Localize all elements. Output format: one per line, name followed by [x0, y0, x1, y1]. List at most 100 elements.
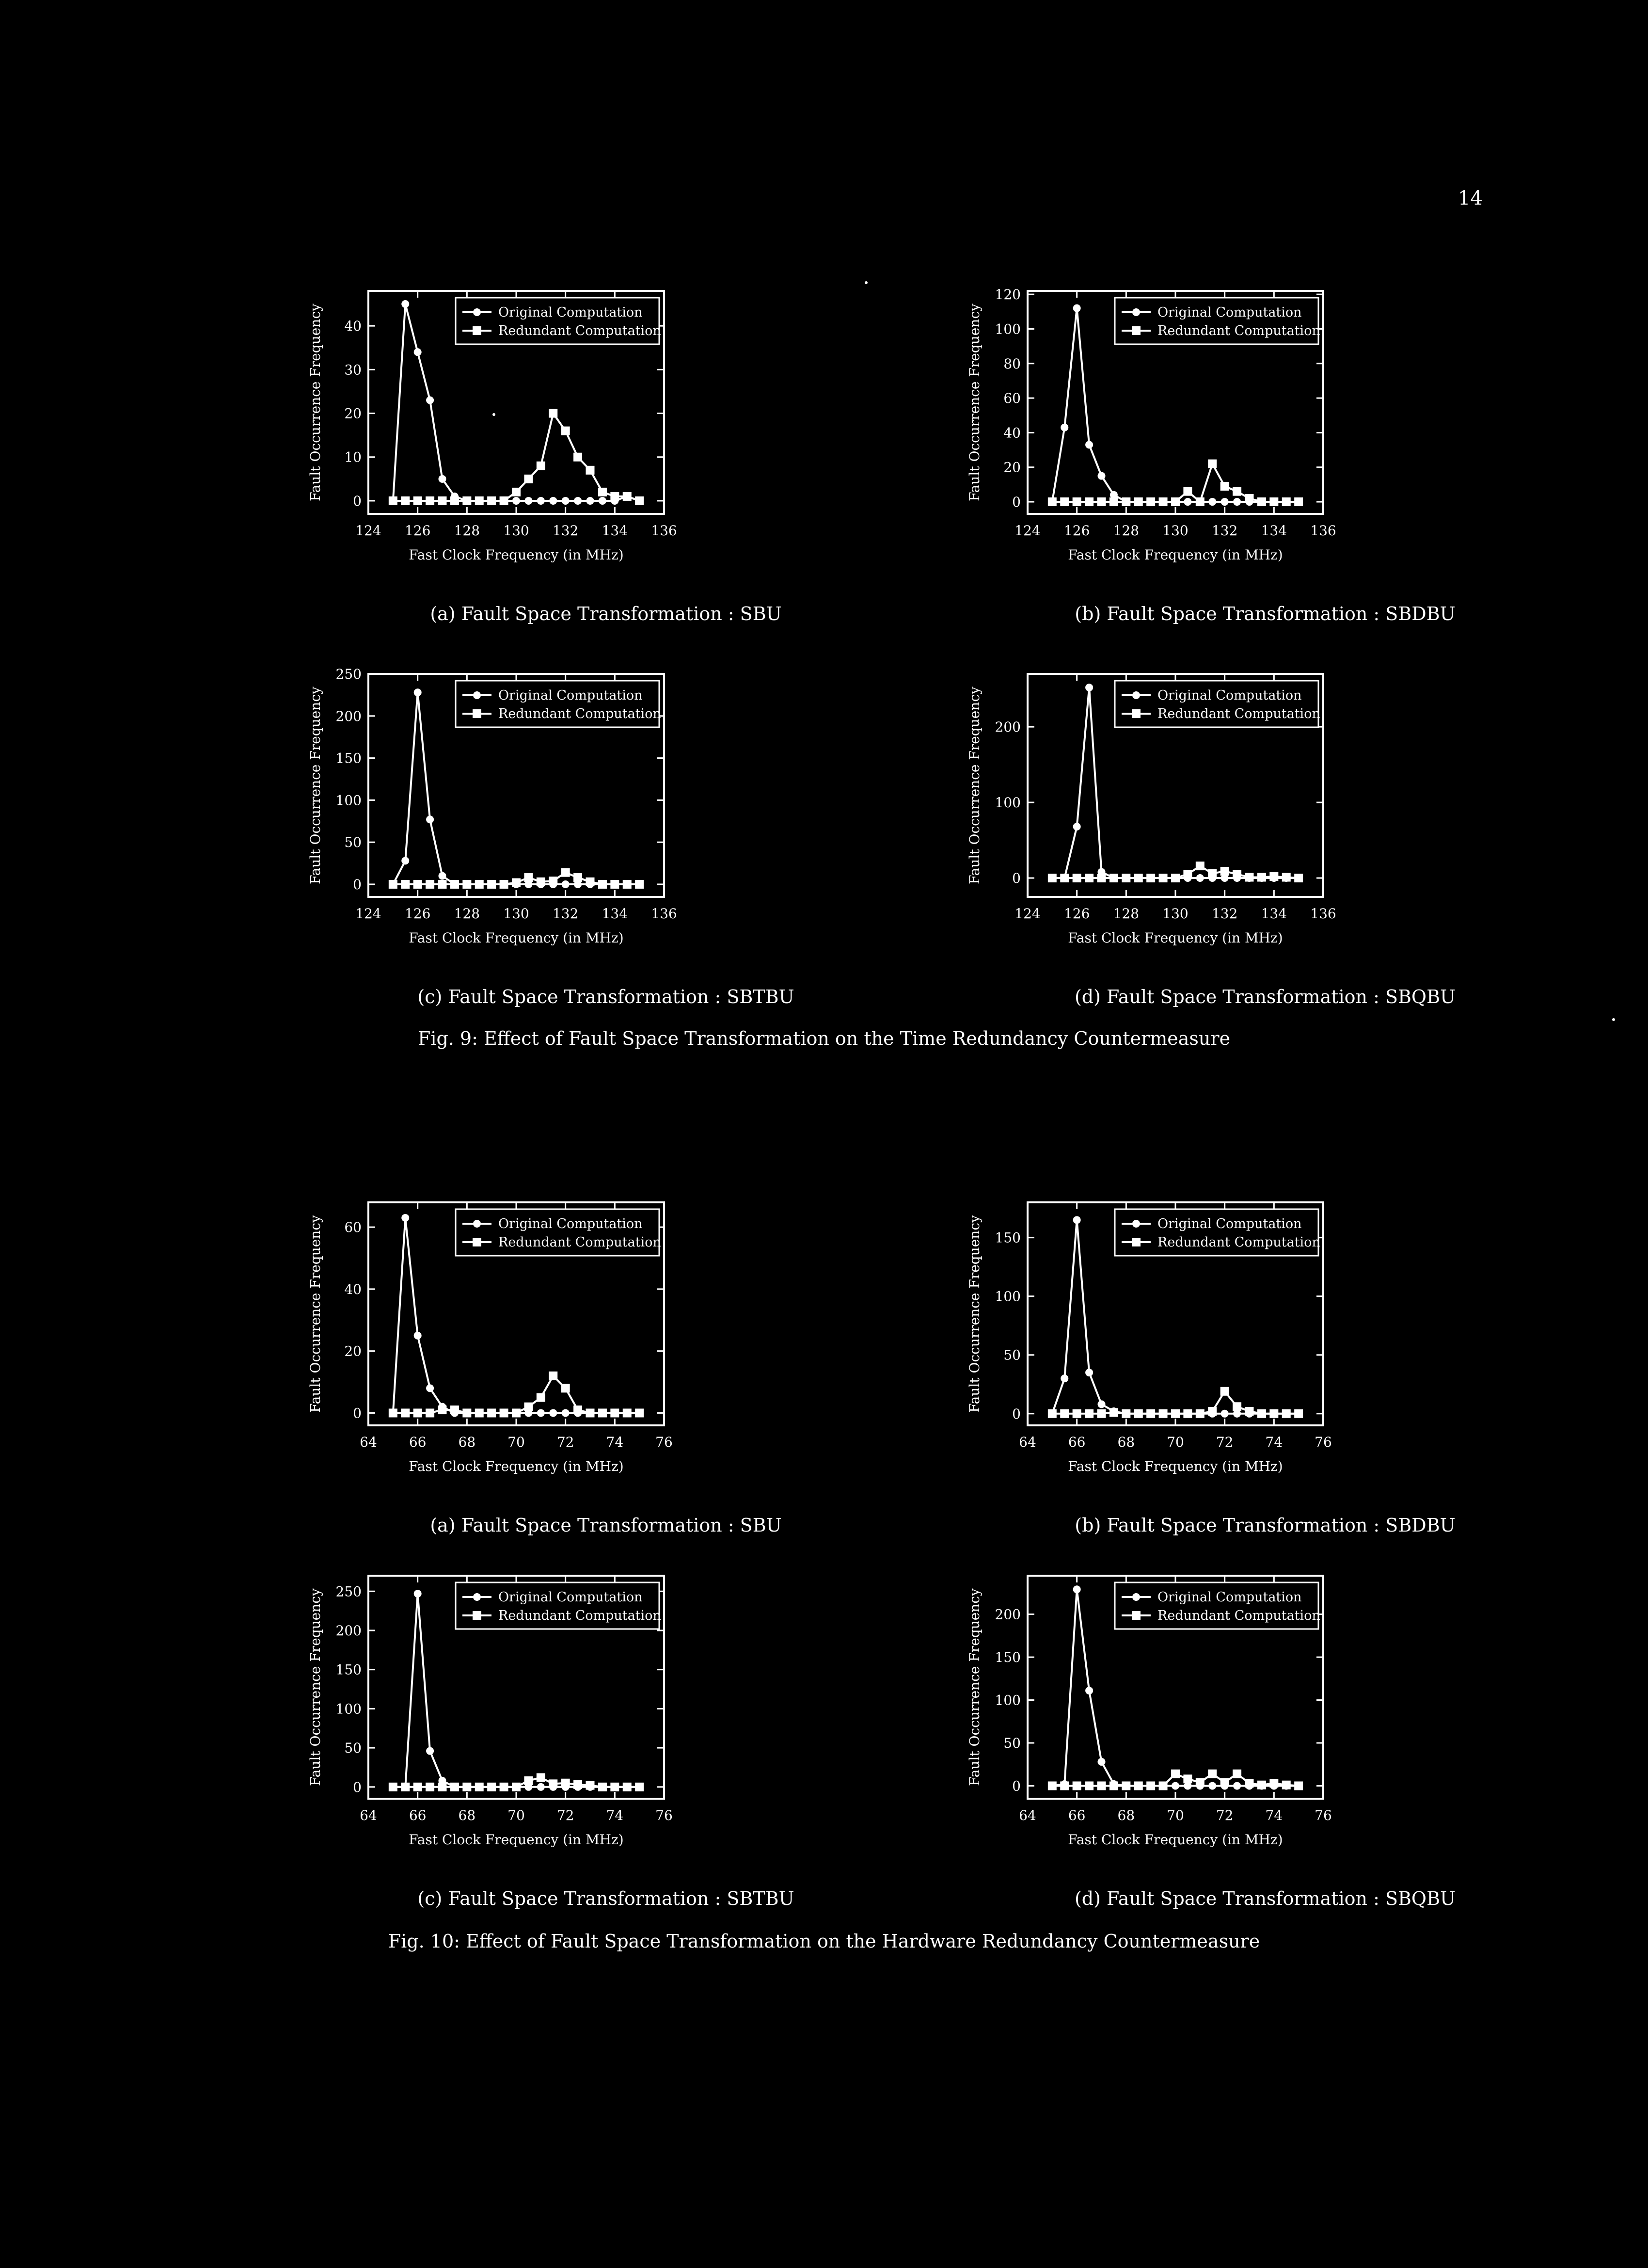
data-point-redundant	[475, 1782, 484, 1791]
data-point-redundant	[635, 879, 644, 889]
legend-marker-square	[473, 709, 481, 718]
y-tick-label: 0	[353, 1405, 362, 1421]
page-number: 14	[1458, 187, 1483, 209]
legend-marker-circle	[473, 308, 481, 316]
data-point-redundant	[512, 487, 521, 496]
x-tick-label: 76	[1315, 1434, 1332, 1450]
data-point-redundant	[536, 461, 545, 470]
y-tick-label: 20	[1003, 460, 1021, 476]
legend-box	[455, 297, 660, 345]
data-point-redundant	[524, 474, 533, 483]
data-point-redundant	[1257, 873, 1266, 882]
legend-box	[1114, 1581, 1319, 1630]
chart-svg: 124 126 128 130 132 134 136 0 20 40 60 80 100 120 Fast…	[967, 287, 1336, 563]
x-tick-label: 136	[1310, 906, 1336, 922]
series-line-redundant	[1052, 461, 1299, 504]
figure-caption-fig9: Fig. 9: Effect of Fault Space Transforma…	[417, 1028, 1231, 1049]
data-point-redundant	[610, 492, 619, 501]
data-point-redundant	[499, 879, 508, 889]
data-point-redundant	[1233, 870, 1242, 879]
x-tick-label: 70	[507, 1807, 525, 1823]
data-point-redundant	[462, 879, 472, 889]
y-tick-label: 0	[1012, 1406, 1021, 1422]
data-point-redundant	[549, 1779, 558, 1789]
data-point-original	[561, 880, 570, 888]
x-tick-label: 76	[1315, 1807, 1332, 1823]
data-point-redundant	[573, 1406, 583, 1415]
subfigure-caption: (b) Fault Space Transformation : SBDBU	[1075, 1515, 1456, 1536]
legend-label: Original Computation	[1157, 1216, 1302, 1231]
legend-marker-circle	[1132, 308, 1140, 316]
data-point-redundant	[1072, 1409, 1081, 1418]
data-point-redundant	[573, 452, 583, 462]
y-tick-label: 20	[344, 1343, 362, 1359]
subfigure-caption: (b) Fault Space Transformation : SBDBU	[1075, 603, 1456, 624]
legend-label: Original Computation	[498, 1216, 643, 1231]
data-point-redundant	[1060, 1409, 1069, 1418]
y-tick-label: 20	[344, 406, 362, 422]
x-tick-label: 136	[1310, 523, 1336, 539]
data-point-original	[561, 1409, 570, 1417]
legend-label: Redundant Computation	[498, 706, 661, 721]
data-point-redundant	[401, 1782, 410, 1791]
data-point-redundant	[1245, 873, 1254, 882]
data-point-redundant	[450, 1782, 459, 1791]
data-point-redundant	[1047, 497, 1057, 507]
data-point-original	[1097, 1757, 1106, 1766]
data-point-redundant	[1072, 1781, 1081, 1790]
x-axis-label: Fast Clock Frequency (in MHz)	[409, 930, 623, 946]
x-tick-label: 134	[602, 523, 628, 539]
y-tick-label: 100	[995, 795, 1021, 811]
data-point-redundant	[586, 1408, 595, 1418]
subfigure-caption: (d) Fault Space Transformation : SBQBU	[1074, 986, 1456, 1007]
data-point-redundant	[1294, 1781, 1303, 1790]
legend-label: Redundant Computation	[1157, 1235, 1320, 1250]
data-point-redundant	[635, 1782, 644, 1791]
data-point-redundant	[499, 1782, 508, 1791]
data-point-redundant	[1257, 1409, 1266, 1418]
y-tick-label: 250	[336, 666, 362, 682]
data-point-redundant	[1245, 1406, 1254, 1416]
legend-marker-square	[1132, 1611, 1141, 1620]
legend-label: Redundant Computation	[498, 1235, 661, 1250]
data-point-redundant	[598, 487, 607, 496]
data-point-redundant	[1085, 497, 1094, 507]
y-axis-label: Fault Occurrence Frequency	[307, 1588, 323, 1786]
data-point-redundant	[549, 409, 558, 418]
data-point-redundant	[462, 496, 472, 505]
data-point-redundant	[1269, 872, 1279, 881]
y-tick-label: 40	[344, 1281, 362, 1297]
data-point-redundant	[1294, 874, 1303, 883]
y-tick-label: 200	[995, 719, 1021, 735]
x-tick-label: 124	[1014, 523, 1040, 539]
data-point-redundant	[1134, 1409, 1143, 1418]
legend-marker-circle	[473, 691, 481, 699]
y-tick-label: 30	[344, 362, 362, 378]
x-tick-label: 126	[1064, 906, 1090, 922]
chart-panel-fig10a: 64 66 68 70 72 74 76 0 20 40 60 Fast Clock Frequenc…	[291, 1183, 921, 1551]
data-point-redundant	[413, 1408, 422, 1418]
x-axis-label: Fast Clock Frequency (in MHz)	[1068, 1458, 1283, 1474]
data-point-original	[1097, 1400, 1106, 1408]
y-tick-label: 10	[344, 449, 362, 465]
x-tick-label: 64	[1019, 1807, 1036, 1823]
data-point-redundant	[1269, 1409, 1279, 1418]
subfigure-caption: (a) Fault Space Transformation : SBU	[430, 603, 782, 624]
data-point-original	[1220, 498, 1229, 506]
x-tick-label: 134	[602, 906, 628, 922]
chart-panel-fig9a: 124 126 128 130 132 134 136 0 10 20 30 40 Fast Clock…	[291, 272, 921, 640]
data-point-original	[426, 396, 434, 404]
data-point-redundant	[1158, 1781, 1168, 1790]
y-tick-label: 150	[995, 1230, 1021, 1246]
data-point-redundant	[561, 868, 570, 877]
x-axis-label: Fast Clock Frequency (in MHz)	[1068, 547, 1283, 563]
y-tick-label: 100	[995, 1289, 1021, 1305]
data-point-redundant	[462, 1408, 472, 1418]
x-tick-label: 66	[1068, 1434, 1086, 1450]
data-point-redundant	[413, 496, 422, 505]
chart-svg: 64 66 68 70 72 74 76 0 50 100 150 200 250 Fast Clock …	[307, 1575, 673, 1848]
data-point-redundant	[450, 879, 459, 889]
data-point-redundant	[426, 1782, 435, 1791]
x-tick-label: 136	[651, 906, 677, 922]
data-point-redundant	[388, 1782, 397, 1791]
